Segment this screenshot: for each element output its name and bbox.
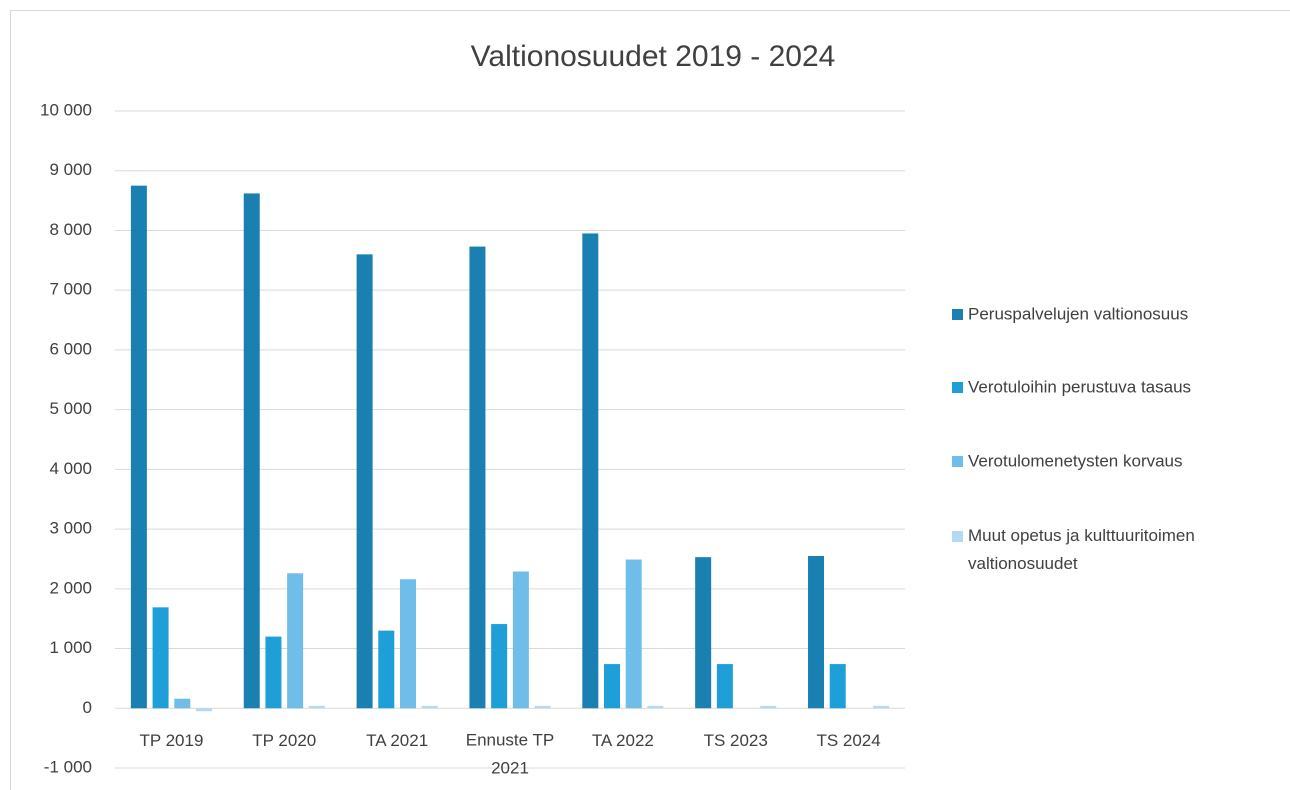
y-tick-label: -1 000 xyxy=(44,757,92,776)
bar xyxy=(695,557,712,709)
bar xyxy=(308,705,325,709)
legend-label: Muut opetus ja kulttuuritoimen valtionosu… xyxy=(968,526,1195,573)
chart-frame xyxy=(10,10,1290,790)
y-tick-label: 10 000 xyxy=(40,100,92,119)
x-tick-label: TA 2021 xyxy=(366,731,428,750)
y-tick-label: 8 000 xyxy=(49,220,92,239)
bar xyxy=(265,636,282,709)
legend-swatch xyxy=(952,382,963,393)
bar xyxy=(469,246,486,709)
y-tick-label: 3 000 xyxy=(49,519,92,538)
bar xyxy=(512,571,529,709)
bar xyxy=(582,233,599,709)
bar xyxy=(625,559,642,709)
bar xyxy=(760,705,777,709)
legend-swatch xyxy=(952,531,963,542)
bar xyxy=(195,708,212,712)
legend-label: Verotulomenetysten korvaus xyxy=(968,451,1183,470)
bar xyxy=(287,573,304,709)
x-tick-label: TS 2023 xyxy=(704,731,768,750)
bar xyxy=(356,254,373,709)
y-tick-label: 1 000 xyxy=(49,638,92,657)
bar xyxy=(378,630,395,709)
bar xyxy=(421,705,438,709)
legend-label: Peruspalvelujen valtionosuus xyxy=(968,304,1188,323)
legend-label: Verotuloihin perustuva tasaus xyxy=(968,377,1191,396)
bar xyxy=(873,705,890,709)
x-tick-label: Ennuste TP 2021 xyxy=(466,731,555,778)
bar xyxy=(829,664,846,709)
bar xyxy=(399,579,416,709)
bar xyxy=(647,705,664,709)
y-tick-label: 4 000 xyxy=(49,459,92,478)
bar xyxy=(716,664,733,709)
legend-swatch xyxy=(952,456,963,467)
bar xyxy=(534,705,551,709)
y-tick-label: 5 000 xyxy=(49,399,92,418)
bar xyxy=(174,698,191,709)
bar xyxy=(130,185,147,709)
bar xyxy=(491,624,508,709)
bar xyxy=(808,555,825,709)
bar xyxy=(152,607,169,709)
x-tick-label: TP 2019 xyxy=(139,731,203,750)
x-tick-label: TS 2024 xyxy=(816,731,880,750)
chart-title: Valtionosuudet 2019 - 2024 xyxy=(471,40,836,73)
y-tick-label: 9 000 xyxy=(49,160,92,179)
y-tick-label: 6 000 xyxy=(49,339,92,358)
bar xyxy=(604,664,621,709)
x-tick-label: TA 2022 xyxy=(592,731,654,750)
y-tick-label: 2 000 xyxy=(49,578,92,597)
legend-swatch xyxy=(952,309,963,320)
y-tick-label: 0 xyxy=(83,698,92,717)
y-tick-label: 7 000 xyxy=(49,280,92,299)
x-tick-label: TP 2020 xyxy=(252,731,316,750)
bar xyxy=(243,193,260,709)
